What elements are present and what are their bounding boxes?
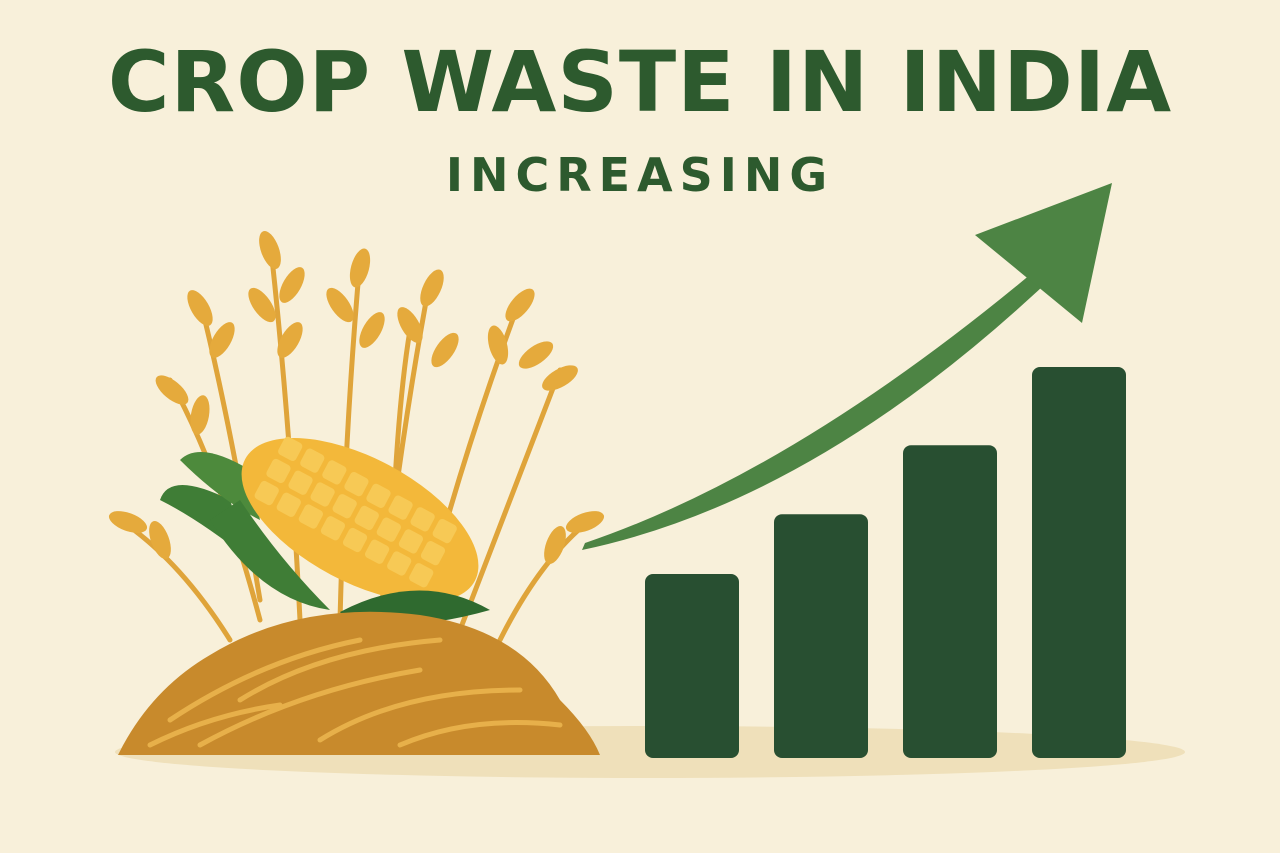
corn-cob-icon (160, 436, 490, 626)
crop-waste-pile-illustration (108, 230, 605, 755)
page-subtitle: INCREASING (445, 148, 835, 202)
bar-chart (645, 367, 1126, 758)
trend-up-arrow-icon (582, 183, 1112, 550)
bar-3 (903, 445, 997, 758)
wheat-grains (108, 230, 605, 565)
bar-2 (774, 514, 868, 758)
bar-1 (645, 574, 739, 758)
straw-pile-strands (147, 637, 563, 748)
bar-4 (1032, 367, 1126, 758)
page-title: CROP WASTE IN INDIA (107, 33, 1173, 131)
trend-arrow-head (975, 183, 1112, 323)
